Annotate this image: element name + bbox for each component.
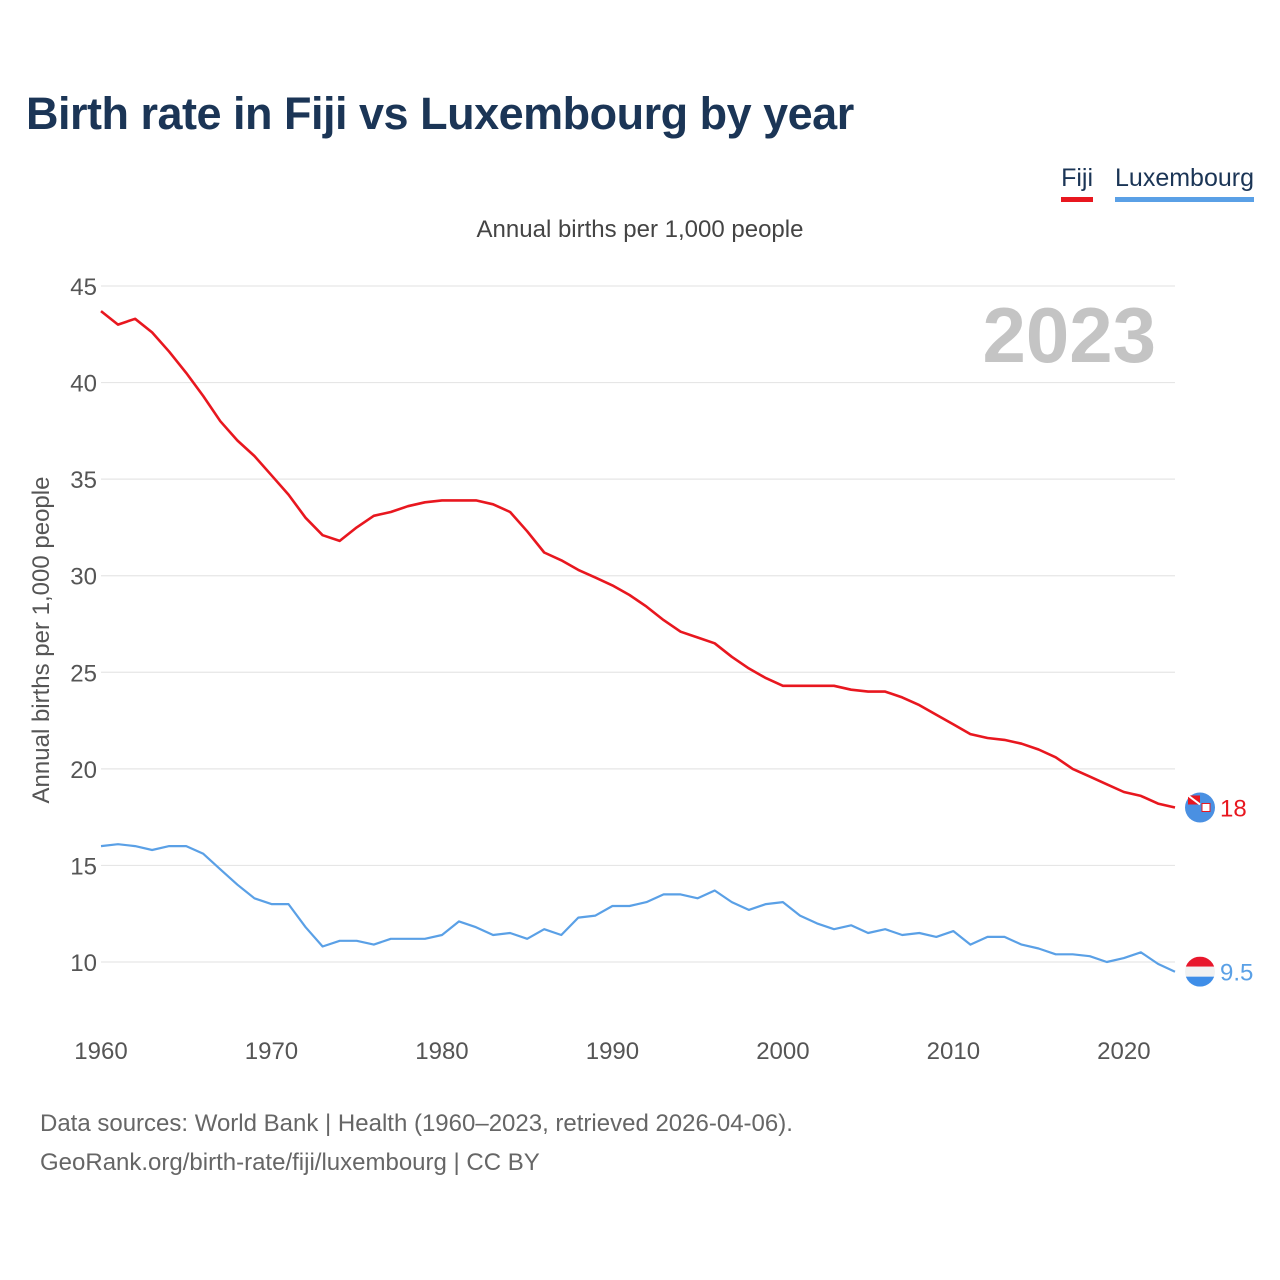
series-line-luxembourg (100, 843, 1176, 973)
chart-title: Birth rate in Fiji vs Luxembourg by year (26, 88, 854, 139)
legend-item-luxembourg[interactable]: Luxembourg (1115, 164, 1254, 202)
series-line-fiji (100, 310, 1176, 809)
flag-luxembourg-stripe-1 (1185, 966, 1215, 977)
x-tick-label-2000: 2000 (756, 1038, 809, 1065)
end-value-label-fiji: 18 (1220, 795, 1247, 822)
legend: Fiji Luxembourg (1061, 164, 1254, 202)
footer: Data sources: World Bank | Health (1960–… (40, 1104, 793, 1182)
y-tick-label-15: 15 (70, 853, 97, 880)
y-tick-label-45: 45 (70, 274, 97, 301)
chart-subtitle: Annual births per 1,000 people (476, 216, 804, 243)
y-tick-label-10: 10 (70, 950, 97, 977)
end-value-label-luxembourg: 9.5 (1220, 960, 1253, 987)
y-tick-label-30: 30 (70, 564, 97, 591)
flag-fiji-shield (1201, 802, 1211, 812)
flag-luxembourg-stripe-0 (1185, 956, 1215, 967)
flag-luxembourg-icon (1185, 956, 1215, 987)
x-tick-label-1990: 1990 (586, 1038, 639, 1065)
flag-fiji-cross (1187, 794, 1201, 806)
current-year-watermark: 2023 (982, 291, 1156, 379)
x-tick-label-2010: 2010 (927, 1038, 980, 1065)
legend-item-fiji[interactable]: Fiji (1061, 164, 1094, 202)
y-tick-label-35: 35 (70, 467, 97, 494)
x-tick-label-1970: 1970 (245, 1038, 298, 1065)
y-tick-label-20: 20 (70, 757, 97, 784)
flag-luxembourg-stripe-2 (1185, 976, 1215, 987)
y-tick-label-40: 40 (70, 371, 97, 398)
x-tick-label-2020: 2020 (1097, 1038, 1150, 1065)
y-tick-label-25: 25 (70, 660, 97, 687)
footer-sources: Data sources: World Bank | Health (1960–… (40, 1110, 793, 1137)
footer-link[interactable]: GeoRank.org/birth-rate/fiji/luxembourg |… (40, 1149, 540, 1176)
x-tick-label-1980: 1980 (415, 1038, 468, 1065)
x-tick-label-1960: 1960 (74, 1038, 127, 1065)
